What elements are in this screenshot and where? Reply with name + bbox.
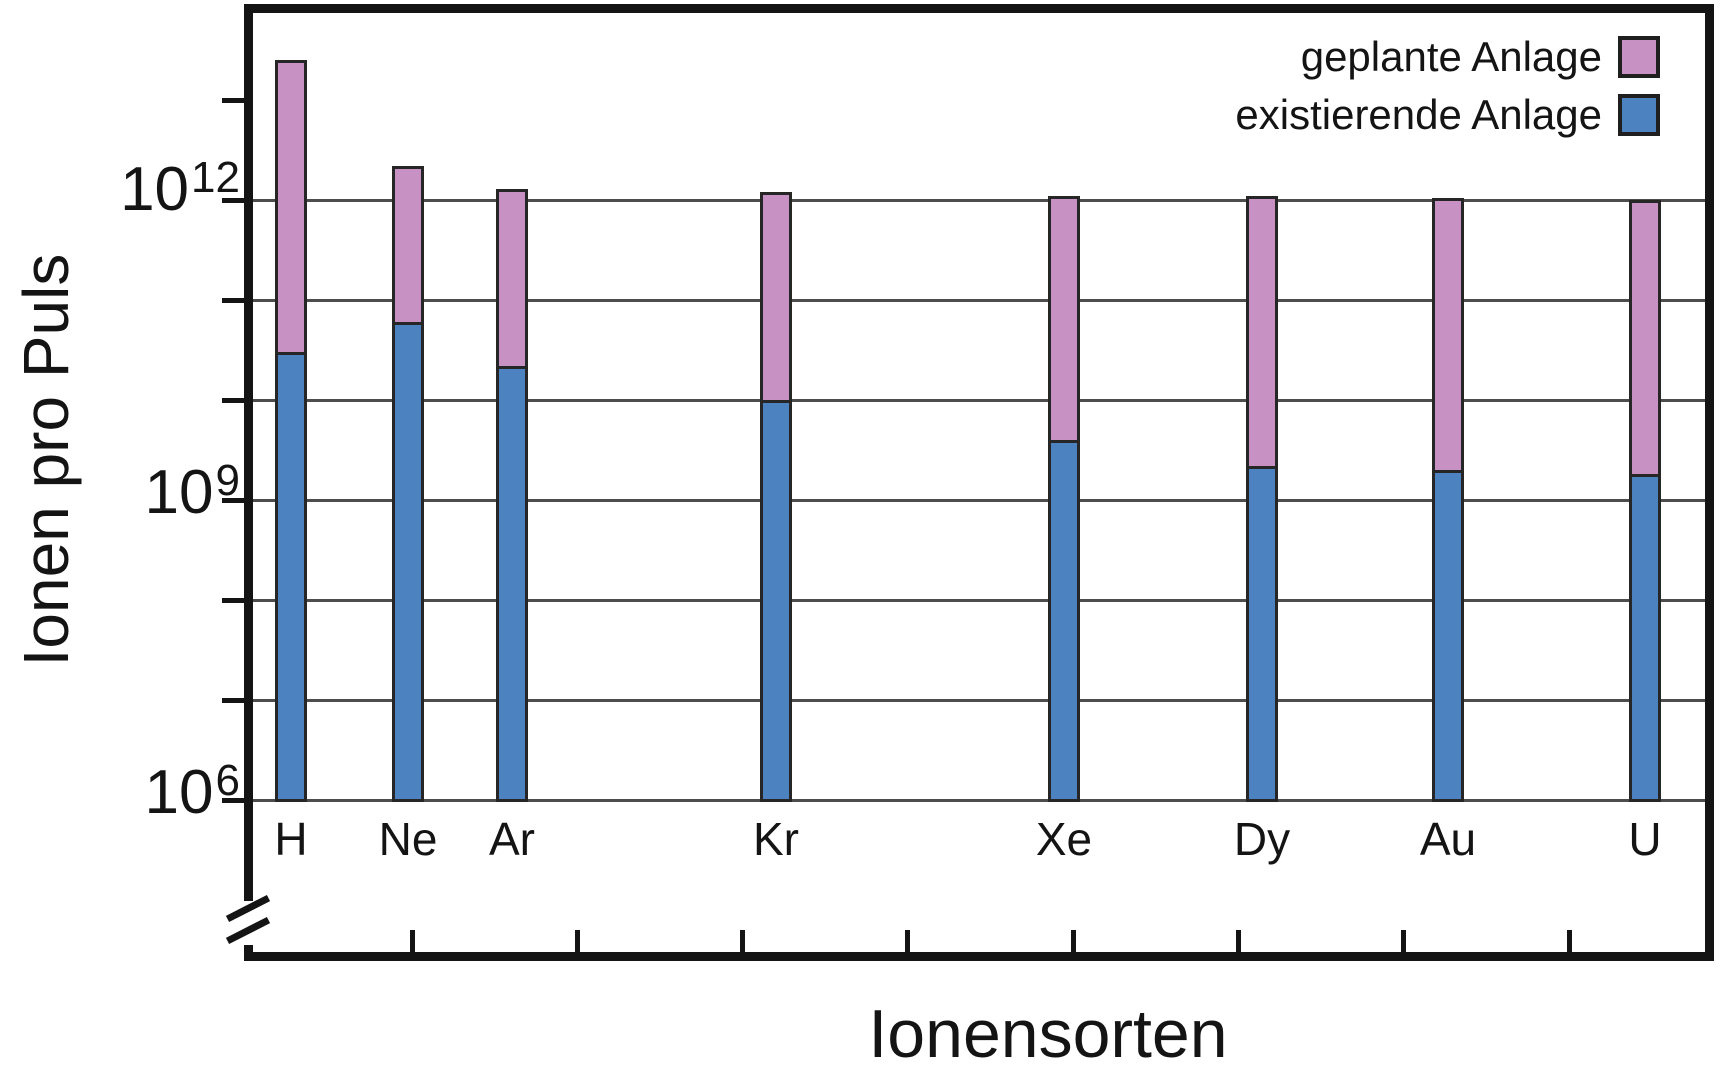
category-label: Ne [378, 813, 438, 865]
legend-entry-planned: geplante Anlage [1301, 33, 1660, 81]
y-axis-title: Ionen pro Puls [10, 253, 82, 667]
category-label: Xe [1035, 813, 1093, 865]
bar-segment-existing [496, 365, 528, 802]
y-axis-tick [222, 97, 246, 103]
category-label: H [274, 813, 308, 865]
legend-swatch-planned-icon [1618, 36, 1660, 78]
category-label: Dy [1233, 813, 1291, 865]
bar-segment-existing [1048, 439, 1080, 802]
bar-segment-existing [1629, 474, 1661, 802]
y-tick-label-1e12: 1012 [120, 153, 240, 224]
y-gridline [253, 798, 1705, 802]
bar-segment-existing [1432, 469, 1464, 802]
bar-segment-existing [392, 322, 424, 802]
y-gridline [253, 298, 1705, 302]
y-axis-tick [222, 397, 246, 403]
x-axis-tick [740, 930, 746, 952]
x-axis-tick [1401, 930, 1407, 952]
bar-segment-planned [1629, 200, 1661, 475]
x-axis-tick [905, 930, 911, 952]
plot-border [244, 4, 1714, 961]
y-gridline [253, 398, 1705, 402]
category-label: Au [1419, 813, 1477, 865]
y-gridline [253, 698, 1705, 702]
y-gridline [253, 498, 1705, 502]
x-axis-tick [1070, 930, 1076, 952]
x-axis-tick [1236, 930, 1241, 952]
y-axis-tick [222, 197, 246, 203]
y-axis-tick [222, 497, 246, 503]
bar-segment-planned [496, 188, 528, 366]
y-tick-label-1e9: 109 [144, 456, 240, 527]
bar-segment-existing [275, 352, 307, 802]
bar-segment-planned [1432, 197, 1464, 470]
y-tick-label-1e6: 106 [144, 756, 240, 827]
bar-segment-planned [275, 60, 307, 353]
x-axis-tick [409, 930, 415, 952]
x-axis-tick [574, 930, 580, 952]
y-gridline [253, 198, 1705, 202]
y-gridline [253, 598, 1705, 602]
y-axis-tick [222, 697, 246, 703]
y-axis-tick [222, 797, 246, 803]
bar-segment-planned [392, 165, 424, 323]
legend-swatch-existing-icon [1618, 94, 1660, 136]
y-axis-tick [222, 597, 246, 603]
bar-segment-existing [1246, 465, 1278, 802]
legend-label-existing: existierende Anlage [1235, 91, 1602, 138]
x-axis-tick [1566, 930, 1572, 952]
bar-segment-planned [1048, 195, 1080, 440]
category-label: U [1628, 813, 1662, 865]
bar-segment-existing [760, 400, 792, 802]
legend-label-planned: geplante Anlage [1300, 33, 1602, 80]
legend-entry-existing: existierende Anlage [1235, 91, 1660, 139]
bar-segment-planned [760, 192, 792, 400]
bar-segment-planned [1246, 195, 1278, 466]
y-axis-tick [222, 297, 246, 303]
x-axis-title: Ionensorten [868, 996, 1228, 1072]
category-label: Kr [753, 813, 799, 865]
category-label: Ar [489, 813, 535, 865]
